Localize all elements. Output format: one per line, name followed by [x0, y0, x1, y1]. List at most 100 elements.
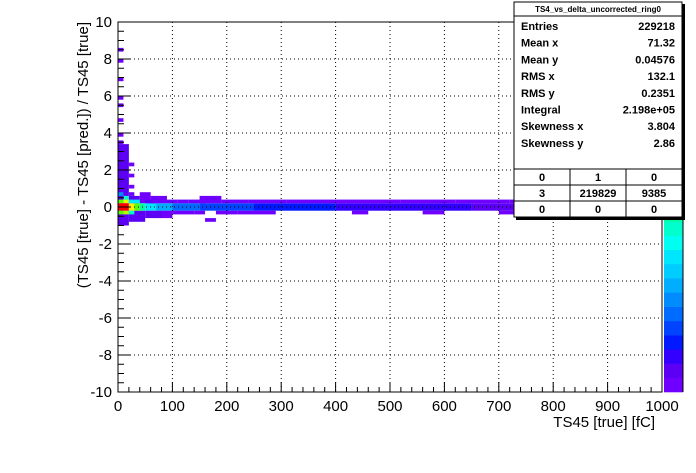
stats-row-label: Integral [521, 105, 561, 117]
histogram-cell [335, 203, 472, 211]
stats-overflow-grid: 0 1 0 3 219829 9385 0 0 0 [514, 168, 682, 218]
y-tick-label: -2 [99, 236, 112, 253]
axes: 0 100 200 300 400 500 600 700 800 900 1000-10-8-6-… [90, 14, 678, 415]
stats-box-title: TS4_vs_delta_uncorrected_ring0 [535, 5, 661, 14]
grid-lines [118, 22, 662, 392]
stats-grid-cell: 0 [539, 204, 545, 216]
histogram-cell [128, 203, 135, 211]
stats-row-label: Entries [521, 21, 558, 33]
histogram-cell [118, 210, 129, 226]
y-tick-label: 4 [104, 125, 112, 142]
palette-swatch [664, 263, 683, 279]
stats-box-frame [513, 1, 683, 218]
stats-row-value: 71.32 [647, 38, 675, 50]
histogram-cell [128, 210, 146, 222]
histogram-cell [118, 59, 124, 63]
palette-swatch [664, 349, 683, 364]
histogram-cell [221, 199, 249, 204]
x-tick-label: 700 [486, 398, 511, 415]
histogram-cell [118, 118, 124, 122]
histogram-cell [145, 210, 162, 219]
histogram-cell [422, 210, 445, 215]
palette-swatch [664, 249, 683, 265]
histogram-cell [118, 133, 124, 137]
stats-row-label: Mean x [521, 38, 559, 50]
palette-swatch [664, 377, 683, 393]
x-tick-label: 800 [541, 398, 566, 415]
histogram-cell [205, 218, 216, 222]
stats-grid-cell: 0 [651, 172, 657, 184]
stats-row-label: Mean y [521, 54, 559, 66]
y-tick-label: 10 [95, 14, 112, 31]
x-tick-label: 200 [214, 398, 239, 415]
palette-swatch [664, 221, 683, 236]
stats-row-label: Skewness y [521, 138, 584, 150]
stats-grid-cell: 1 [595, 172, 601, 184]
stats-row-label: RMS x [521, 71, 556, 83]
histogram-cell [455, 199, 510, 204]
histogram-cell [118, 96, 124, 100]
stats-grid-cell: 219829 [580, 188, 617, 200]
histogram-cell [172, 210, 195, 215]
histogram-cell [400, 199, 456, 204]
histogram-cell [118, 199, 124, 204]
palette-swatch [664, 363, 683, 379]
histogram-cell [346, 199, 401, 204]
histogram-cell [161, 210, 173, 219]
histogram-cell [286, 199, 347, 204]
histogram-cell [123, 195, 129, 200]
histogram-cell [351, 210, 369, 215]
y-tick-label: 2 [104, 162, 112, 179]
histogram-cell [199, 195, 222, 204]
histogram-cell [237, 210, 276, 215]
histogram-cell [150, 195, 167, 204]
stats-row-label: RMS y [521, 88, 556, 100]
histogram-cell [128, 195, 140, 204]
histogram-cell [194, 210, 206, 215]
x-tick-label: 0 [114, 398, 122, 415]
stats-grid-cell: 3 [539, 188, 545, 200]
x-tick-label: 100 [160, 398, 185, 415]
histogram-cell [139, 192, 151, 204]
histogram-cell [118, 192, 124, 196]
stats-row-value: 0.04576 [635, 54, 675, 66]
x-axis-title: TS45 [true] [fC] [553, 414, 655, 431]
stats-row-value: 2.198e+05 [623, 105, 675, 117]
stats-box: TS4_vs_delta_uncorrected_ring0 Entries 22… [513, 1, 685, 220]
histogram-cell [118, 77, 124, 82]
stats-rows: Entries 229218 Mean x 71.32 Mean y 0.04576 RMS… [521, 21, 676, 150]
stats-grid-cell: 0 [595, 204, 601, 216]
y-tick-label: -4 [99, 273, 112, 290]
stats-grid-cell: 0 [539, 172, 545, 184]
stats-row-label: Skewness x [521, 121, 584, 133]
y-tick-label: -8 [99, 347, 112, 364]
histogram-cell [123, 199, 129, 204]
stats-grid-cell: 9385 [642, 188, 666, 200]
y-tick-label: 6 [104, 88, 112, 105]
x-tick-label: 500 [377, 398, 402, 415]
histogram-cell [248, 199, 287, 204]
histogram-cell [188, 199, 206, 204]
histogram-cell [156, 203, 173, 211]
histogram-cell [123, 210, 129, 215]
x-tick-label: 300 [269, 398, 294, 415]
stats-row-value: 0.2351 [641, 88, 675, 100]
stats-row-value: 132.1 [647, 71, 675, 83]
y-tick-label: 0 [104, 199, 112, 216]
histogram-cell [128, 210, 135, 215]
palette-swatch [664, 292, 683, 307]
x-tick-label: 1000 [645, 398, 678, 415]
palette-swatch [664, 278, 683, 293]
histogram-cell [118, 144, 129, 204]
histogram-cell [166, 199, 178, 204]
x-tick-label: 400 [323, 398, 348, 415]
palette-swatch [664, 335, 683, 350]
histogram-cell [128, 199, 140, 204]
stats-row-value: 229218 [638, 21, 675, 33]
histogram-cell [128, 173, 135, 178]
histogram-cell [118, 210, 124, 215]
palette-swatch [664, 235, 683, 250]
y-tick-label: 8 [104, 51, 112, 68]
x-tick-label: 900 [595, 398, 620, 415]
histogram-cell [177, 199, 189, 204]
